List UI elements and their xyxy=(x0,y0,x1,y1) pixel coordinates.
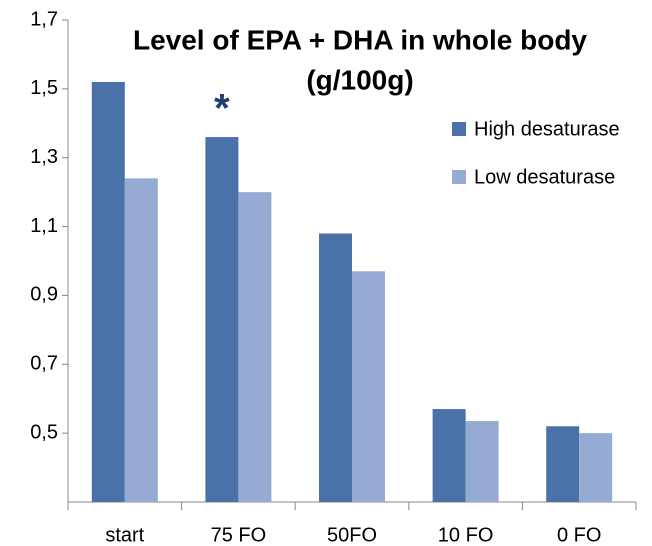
x-tick-label: 50FO xyxy=(327,524,377,546)
x-tick-label: 10 FO xyxy=(438,524,494,546)
y-tick-label: 1,7 xyxy=(30,8,58,30)
y-tick-label: 0,5 xyxy=(30,421,58,443)
bar xyxy=(91,81,125,502)
x-tick-label: 0 FO xyxy=(557,524,601,546)
legend-label: High desaturase xyxy=(474,118,620,140)
chart-title: Level of EPA + DHA in whole body xyxy=(133,24,587,55)
y-tick-label: 0,7 xyxy=(30,353,58,375)
y-tick-label: 1,1 xyxy=(30,215,58,237)
chart-title: (g/100g) xyxy=(306,64,413,95)
legend-swatch xyxy=(452,122,466,136)
x-tick-label: start xyxy=(105,524,144,546)
bar xyxy=(352,271,385,502)
y-tick-label: 1,3 xyxy=(30,146,58,168)
bar xyxy=(319,233,352,502)
bar xyxy=(205,137,239,503)
legend-label: Low desaturase xyxy=(474,166,615,188)
bar xyxy=(238,192,272,502)
bar xyxy=(432,409,466,502)
bar xyxy=(465,421,499,502)
bar xyxy=(579,433,613,502)
x-tick-label: 75 FO xyxy=(211,524,267,546)
y-tick-label: 1,5 xyxy=(30,77,58,99)
bar xyxy=(124,178,158,502)
legend-swatch xyxy=(452,170,466,184)
annotation: * xyxy=(214,87,230,131)
y-tick-label: 0,9 xyxy=(30,284,58,306)
bar xyxy=(546,426,580,502)
